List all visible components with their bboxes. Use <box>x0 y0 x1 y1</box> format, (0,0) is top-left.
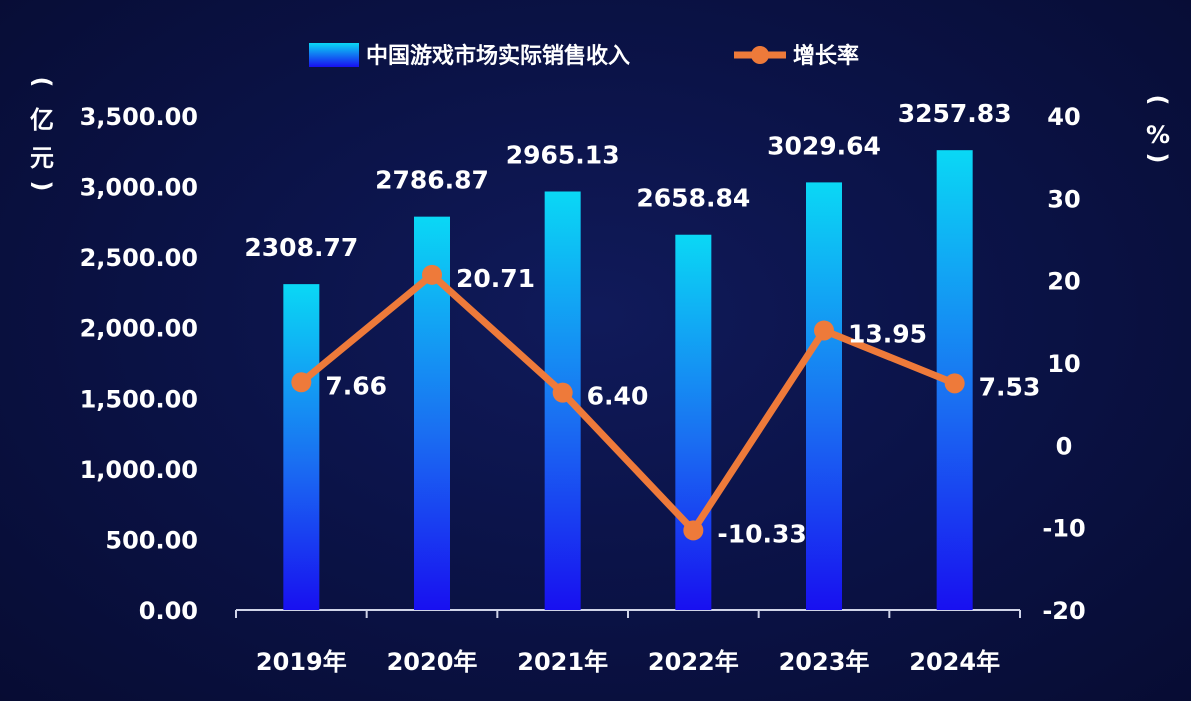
left-unit-char-1: 亿 <box>30 106 54 134</box>
line-series <box>291 264 965 541</box>
growth-line <box>297 271 959 534</box>
right-tick-label: 30 <box>1047 185 1080 213</box>
legend-label-revenue: 中国游戏市场实际销售收入 <box>366 43 630 69</box>
line-data-labels: 7.66 20.71 6.40 -10.33 13.95 7.53 <box>325 264 1040 549</box>
right-axis-ticks: -20 -10 0 10 20 30 40 <box>1042 103 1085 625</box>
right-tick-label: 0 <box>1056 432 1073 460</box>
growth-point <box>814 320 834 341</box>
growth-value-label: -10.33 <box>717 519 806 548</box>
left-tick-label: 500.00 <box>105 526 198 554</box>
category-label: 2022年 <box>648 648 739 676</box>
left-tick-label: 1,500.00 <box>80 385 198 413</box>
right-unit-char-1: % <box>1146 121 1170 149</box>
bar-value-label: 3029.64 <box>767 131 881 160</box>
left-axis-unit: ( 亿 元 ) <box>28 77 56 192</box>
right-tick-label: 40 <box>1047 103 1080 131</box>
legend-label-growth: 增长率 <box>793 43 859 69</box>
growth-value-label: 6.40 <box>587 382 649 411</box>
category-label: 2019年 <box>256 648 347 676</box>
bar-value-label: 2658.84 <box>636 184 750 213</box>
growth-point <box>683 520 704 541</box>
right-tick-label: 20 <box>1047 268 1080 296</box>
growth-point <box>422 264 442 285</box>
growth-value-label: 20.71 <box>456 264 535 293</box>
category-label: 2024年 <box>909 648 1000 676</box>
right-tick-label: -20 <box>1042 597 1085 625</box>
legend: 中国游戏市场实际销售收入 增长率 <box>309 43 859 69</box>
category-label: 2021年 <box>517 648 608 676</box>
left-unit-paren-close: ) <box>28 181 56 192</box>
category-label: 2023年 <box>779 648 870 676</box>
bar-value-label: 2308.77 <box>244 233 358 262</box>
growth-point <box>944 373 965 394</box>
bar <box>675 234 712 610</box>
left-tick-label: 1,000.00 <box>80 456 198 484</box>
left-tick-label: 0.00 <box>139 597 198 625</box>
legend-line-marker <box>751 46 769 64</box>
right-unit-paren-open: ( <box>1144 95 1172 106</box>
category-label: 2020年 <box>387 648 478 676</box>
left-axis-ticks: 0.00 500.00 1,000.00 1,500.00 2,000.00 2,500.… <box>80 103 198 625</box>
left-tick-label: 2,500.00 <box>80 244 198 272</box>
bar <box>806 182 842 611</box>
left-unit-char-2: 元 <box>30 144 54 172</box>
left-tick-label: 3,500.00 <box>80 103 198 131</box>
left-unit-paren-open: ( <box>28 77 56 88</box>
growth-point <box>552 382 573 403</box>
right-tick-label: 10 <box>1047 350 1080 378</box>
left-tick-label: 3,000.00 <box>80 174 198 202</box>
growth-point <box>291 372 312 393</box>
bar-value-label: 2965.13 <box>506 140 620 169</box>
growth-value-label: 13.95 <box>848 319 927 348</box>
bar-value-label: 2786.87 <box>375 166 489 195</box>
bar-data-labels: 2308.77 2786.87 2965.13 2658.84 3029.64 3257.… <box>244 99 1011 262</box>
right-tick-label: -10 <box>1042 515 1085 543</box>
x-axis-ticks <box>235 610 1021 618</box>
growth-value-label: 7.53 <box>979 372 1041 401</box>
bar-value-label: 3257.83 <box>898 99 1012 128</box>
left-tick-label: 2,000.00 <box>80 315 198 343</box>
category-labels: 2019年 2020年 2021年 2022年 2023年 2024年 <box>256 648 1000 676</box>
bar <box>283 284 320 610</box>
legend-bar-swatch <box>309 43 359 67</box>
right-axis-unit: ( % ) <box>1144 95 1172 164</box>
growth-value-label: 7.66 <box>325 371 387 400</box>
right-unit-paren-close: ) <box>1144 153 1172 164</box>
